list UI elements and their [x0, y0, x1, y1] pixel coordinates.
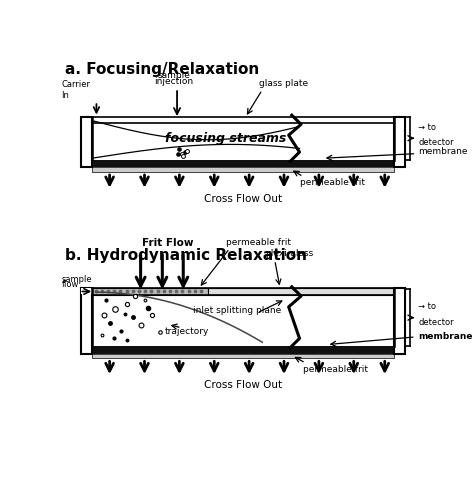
Text: Carrier
In: Carrier In: [62, 81, 91, 100]
Text: sample: sample: [157, 72, 191, 81]
Text: membrane: membrane: [418, 147, 467, 156]
Bar: [81, 117, 92, 167]
Text: → to: → to: [418, 123, 436, 132]
Text: membrane: membrane: [418, 332, 473, 341]
Text: permeable frit: permeable frit: [303, 365, 368, 374]
Bar: [92, 288, 208, 295]
Bar: [208, 288, 394, 295]
Bar: [394, 288, 405, 354]
Bar: [92, 160, 394, 167]
Text: focusing streams: focusing streams: [165, 132, 287, 145]
Text: Frit Flow: Frit Flow: [142, 238, 193, 248]
Bar: [92, 354, 394, 358]
Text: glass plate: glass plate: [259, 79, 308, 88]
Text: b. Hydrodynamic Relaxation: b. Hydrodynamic Relaxation: [65, 248, 308, 263]
Text: Cross Flow Out: Cross Flow Out: [204, 380, 282, 390]
Text: permeable frit: permeable frit: [300, 178, 365, 187]
Bar: [92, 167, 394, 172]
Text: flow: flow: [62, 280, 79, 289]
Bar: [81, 288, 92, 354]
Text: trajectory: trajectory: [165, 327, 210, 336]
Text: a. Focusing/Relaxation: a. Focusing/Relaxation: [65, 62, 260, 77]
Text: inlet splitting plane: inlet splitting plane: [193, 305, 282, 315]
Text: plexi-glass: plexi-glass: [264, 249, 313, 258]
Text: detector: detector: [418, 138, 454, 147]
Text: detector: detector: [418, 318, 454, 327]
Text: Cross Flow Out: Cross Flow Out: [204, 193, 282, 204]
Text: permeable frit: permeable frit: [226, 238, 291, 247]
Text: sample: sample: [62, 275, 92, 284]
Bar: [81, 288, 93, 294]
Text: → to: → to: [418, 302, 436, 311]
Bar: [92, 346, 394, 354]
Text: injection: injection: [155, 77, 193, 86]
Bar: [394, 117, 405, 167]
